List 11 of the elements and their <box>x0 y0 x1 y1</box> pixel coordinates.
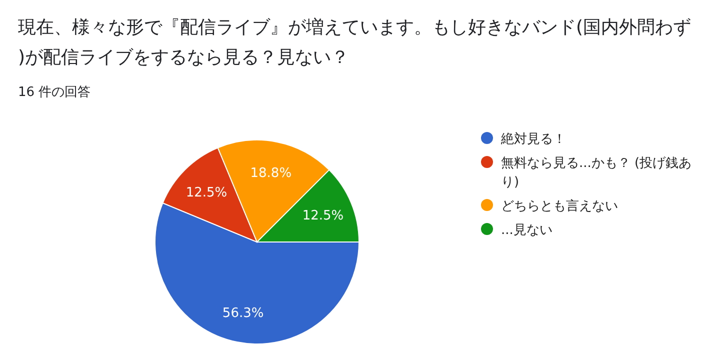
legend-label: 無料なら見る...かも？ (投げ銭あり) <box>501 156 692 190</box>
data-label: 18.8% <box>250 166 292 181</box>
pie-slice <box>154 202 360 344</box>
legend-label: 絶対見る！ <box>500 131 566 147</box>
legend-label: どちらとも言えない <box>501 198 618 214</box>
data-label: 12.5% <box>302 208 344 224</box>
legend-label: ...見ない <box>501 223 552 238</box>
data-label: 56.3% <box>222 306 264 322</box>
chart-subtitle: 16 件の回答 <box>18 85 91 100</box>
chart-title: 現在、様々な形で『配信ライブ』が増えています。もし好きなバンド(国内外問わず)が配信ライブをするなら見る？見ない？ <box>18 17 692 68</box>
data-label: 12.5% <box>186 186 228 201</box>
